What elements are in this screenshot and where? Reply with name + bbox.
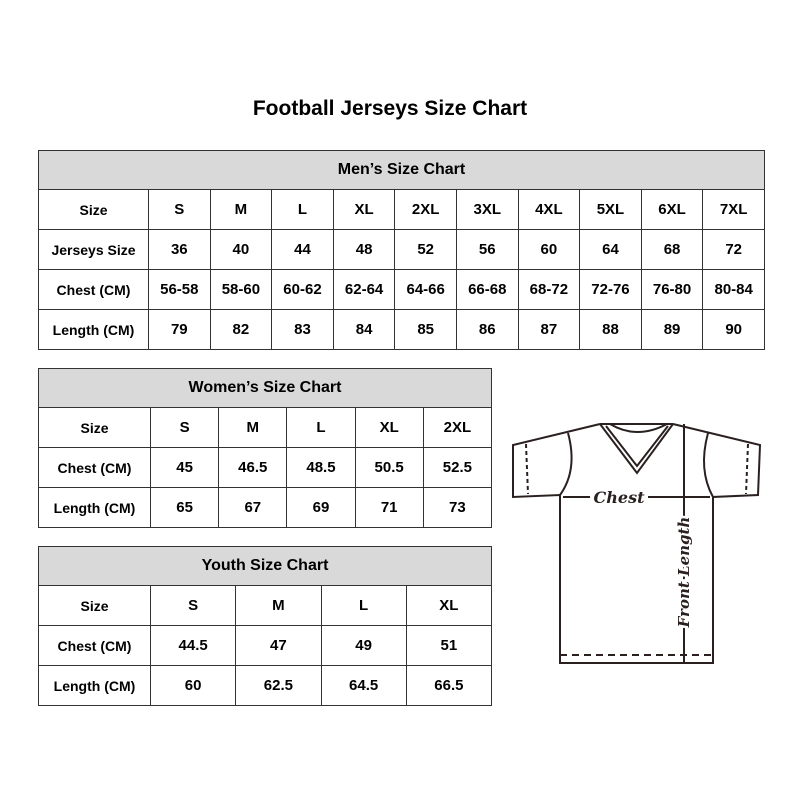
table-cell: 62.5: [235, 665, 322, 706]
table-row: Jerseys Size 36 40 44 48 52 56 60 64 68 72: [38, 229, 765, 270]
table-cell: 67: [218, 487, 288, 528]
table-cell: 86: [455, 309, 519, 350]
womens-size-table: Women’s Size Chart Size S M L XL 2XL Chest (CM)…: [38, 368, 493, 528]
table-row: Length (CM) 60 62.5 64.5 66.5: [38, 665, 493, 706]
table-cell: 50.5: [354, 447, 424, 488]
youth-size-table: Youth Size Chart Size S M L XL Chest (CM) 44.5 4…: [38, 546, 493, 706]
table-cell: 56-58: [148, 269, 211, 310]
table-cell: 40: [209, 229, 273, 270]
row-label: Length (CM): [38, 487, 151, 528]
row-label: Jerseys Size: [38, 229, 149, 270]
table-cell: 36: [148, 229, 211, 270]
table-cell: XL: [332, 189, 396, 230]
sleeve-hem-dashes: [525, 443, 749, 495]
table-cell: 88: [579, 309, 642, 350]
jersey-outline: [512, 423, 762, 664]
table-row: Length (CM) 79 82 83 84 85 86 87 88 89 90: [38, 309, 765, 350]
table-cell: 68: [640, 229, 704, 270]
table-cell: 60: [517, 229, 581, 270]
table-cell: 71: [354, 487, 424, 528]
table-cell: 72-76: [579, 269, 642, 310]
table-cell: L: [286, 407, 356, 448]
table-cell: 51: [405, 625, 493, 666]
table-cell: 73: [422, 487, 493, 528]
table-cell: L: [271, 189, 334, 230]
mens-size-table: Men’s Size Chart Size S M L XL 2XL 3XL 4XL 5XL 6XL…: [38, 150, 765, 350]
table-cell: 52.5: [422, 447, 493, 488]
table-cell: 5XL: [579, 189, 642, 230]
women-table-heading: Women’s Size Chart: [38, 368, 492, 408]
row-label: Chest (CM): [38, 447, 151, 488]
table-cell: 60: [149, 665, 237, 706]
table-cell: 65: [149, 487, 220, 528]
table-cell: 60-62: [271, 269, 334, 310]
right-sleeve-seam: [703, 432, 714, 498]
table-cell: 45: [149, 447, 220, 488]
page-title: Football Jerseys Size Chart: [252, 97, 528, 120]
table-cell: 66-68: [455, 269, 519, 310]
table-cell: 68-72: [517, 269, 581, 310]
table-cell: 48: [332, 229, 396, 270]
table-cell: S: [149, 407, 220, 448]
row-label: Size: [38, 585, 151, 626]
table-cell: 49: [320, 625, 407, 666]
table-cell: S: [149, 585, 237, 626]
table-row: Size S M L XL 2XL 3XL 4XL 5XL 6XL 7XL: [38, 189, 765, 230]
table-cell: L: [320, 585, 407, 626]
youth-table-heading: Youth Size Chart: [38, 546, 492, 586]
table-cell: XL: [405, 585, 493, 626]
table-cell: XL: [354, 407, 424, 448]
table-cell: 82: [209, 309, 273, 350]
table-cell: 79: [148, 309, 211, 350]
table-cell: 87: [517, 309, 581, 350]
table-cell: 6XL: [640, 189, 704, 230]
table-cell: 2XL: [422, 407, 493, 448]
table-cell: 84: [332, 309, 396, 350]
row-label: Chest (CM): [38, 625, 151, 666]
table-cell: 44.5: [149, 625, 237, 666]
men-table-heading: Men’s Size Chart: [38, 150, 765, 190]
table-cell: 44: [271, 229, 334, 270]
row-label: Length (CM): [38, 309, 149, 350]
table-row: Length (CM) 65 67 69 71 73: [38, 487, 493, 528]
table-row: Chest (CM) 44.5 47 49 51: [38, 625, 493, 666]
table-cell: 90: [702, 309, 765, 350]
chest-label: Chest: [594, 488, 646, 507]
row-label: Size: [38, 189, 149, 230]
row-label: Size: [38, 407, 151, 448]
front-length-label: Front Length: [675, 517, 693, 629]
table-cell: 64.5: [320, 665, 407, 706]
left-sleeve-seam: [559, 432, 573, 496]
table-cell: 76-80: [640, 269, 704, 310]
table-cell: 47: [235, 625, 322, 666]
table-cell: 7XL: [702, 189, 765, 230]
table-row: Size S M L XL 2XL: [38, 407, 493, 448]
table-cell: 66.5: [405, 665, 493, 706]
table-cell: 85: [394, 309, 457, 350]
table-cell: 80-84: [702, 269, 765, 310]
table-cell: M: [218, 407, 288, 448]
table-row: Chest (CM) 45 46.5 48.5 50.5 52.5: [38, 447, 493, 488]
table-cell: 62-64: [332, 269, 396, 310]
table-cell: 69: [286, 487, 356, 528]
table-row: Size S M L XL: [38, 585, 493, 626]
table-cell: M: [235, 585, 322, 626]
table-cell: 48.5: [286, 447, 356, 488]
jersey-collar: [599, 423, 674, 475]
